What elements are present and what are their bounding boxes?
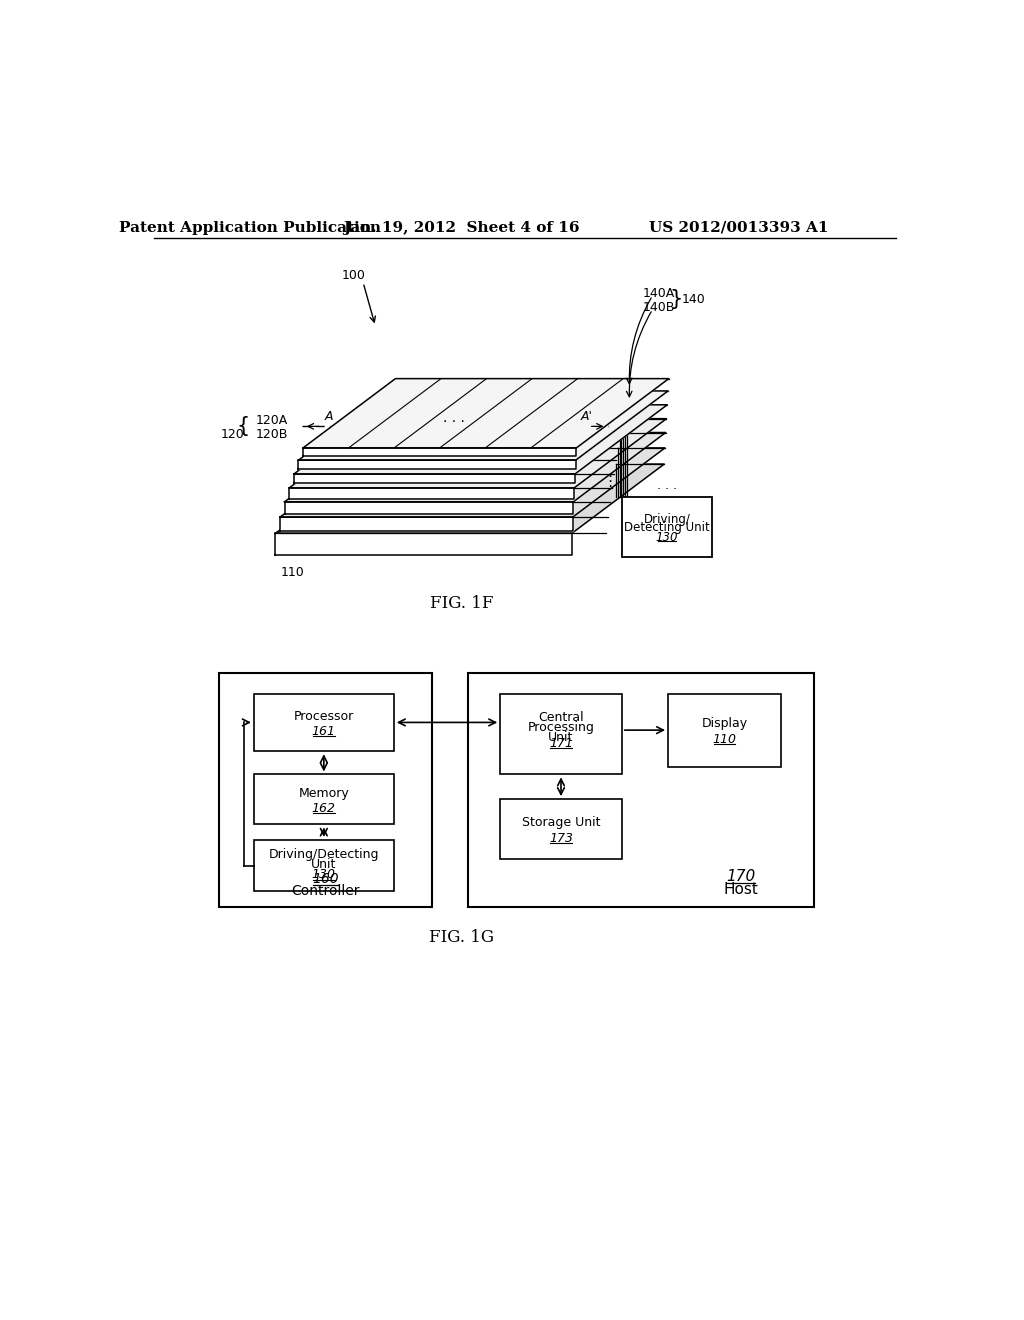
Text: · · ·: · · ·	[442, 414, 465, 429]
Polygon shape	[275, 533, 571, 554]
Polygon shape	[298, 461, 575, 469]
Polygon shape	[298, 391, 668, 461]
Text: Driving/Detecting: Driving/Detecting	[268, 847, 379, 861]
Text: 140B: 140B	[643, 301, 675, 314]
Text: 173: 173	[549, 832, 573, 845]
Text: Host: Host	[724, 882, 759, 898]
Text: Patent Application Publication: Patent Application Publication	[119, 220, 381, 235]
Polygon shape	[275, 465, 665, 533]
Bar	[468, 673, 814, 907]
Text: 120B: 120B	[255, 428, 288, 441]
Text: 120A: 120A	[255, 413, 288, 426]
Text: Display: Display	[701, 718, 748, 730]
Polygon shape	[294, 405, 668, 474]
Text: 130: 130	[655, 531, 678, 544]
Text: Driving/: Driving/	[643, 513, 690, 527]
Bar	[500, 799, 622, 859]
Text: Unit: Unit	[548, 731, 573, 744]
Polygon shape	[285, 502, 573, 515]
Text: Memory: Memory	[298, 787, 349, 800]
Text: US 2012/0013393 A1: US 2012/0013393 A1	[649, 220, 828, 235]
Polygon shape	[294, 474, 574, 483]
Polygon shape	[280, 517, 572, 531]
Bar	[500, 693, 622, 775]
Text: FIG. 1F: FIG. 1F	[430, 595, 494, 612]
Text: 161: 161	[312, 725, 336, 738]
Text: 140: 140	[682, 293, 706, 306]
Text: 170: 170	[727, 869, 756, 883]
Text: }: }	[670, 289, 683, 309]
Text: Processing: Processing	[527, 721, 594, 734]
Text: FIG. 1G: FIG. 1G	[429, 929, 495, 946]
Text: Processor: Processor	[294, 710, 354, 723]
Text: Jan. 19, 2012  Sheet 4 of 16: Jan. 19, 2012 Sheet 4 of 16	[343, 220, 580, 235]
Text: {: {	[237, 416, 250, 437]
Text: Detecting Unit: Detecting Unit	[624, 521, 710, 535]
Polygon shape	[289, 418, 667, 488]
Text: Controller: Controller	[292, 884, 360, 899]
Text: 171: 171	[549, 737, 573, 750]
Text: Storage Unit: Storage Unit	[522, 816, 600, 829]
Bar	[219, 673, 432, 907]
Text: · · ·: · · ·	[656, 483, 677, 496]
Text: 110: 110	[281, 566, 304, 579]
Text: 162: 162	[312, 803, 336, 816]
Polygon shape	[303, 379, 669, 447]
Bar	[668, 693, 781, 767]
Text: ⋮: ⋮	[602, 474, 617, 490]
Bar	[622, 498, 712, 557]
Polygon shape	[303, 447, 577, 455]
Text: A': A'	[581, 409, 592, 422]
Polygon shape	[285, 433, 666, 502]
Text: 120: 120	[221, 428, 245, 441]
Polygon shape	[289, 488, 574, 499]
Text: Unit: Unit	[311, 858, 337, 871]
Text: 140A: 140A	[643, 286, 675, 300]
Bar	[254, 840, 394, 891]
Bar	[254, 775, 394, 825]
Text: 130: 130	[312, 869, 336, 882]
Text: 110: 110	[713, 733, 736, 746]
Text: A: A	[325, 409, 334, 422]
Text: 100: 100	[342, 269, 366, 282]
Polygon shape	[280, 447, 665, 517]
Text: Central: Central	[539, 711, 584, 725]
Text: 160: 160	[312, 873, 339, 886]
Bar	[254, 693, 394, 751]
